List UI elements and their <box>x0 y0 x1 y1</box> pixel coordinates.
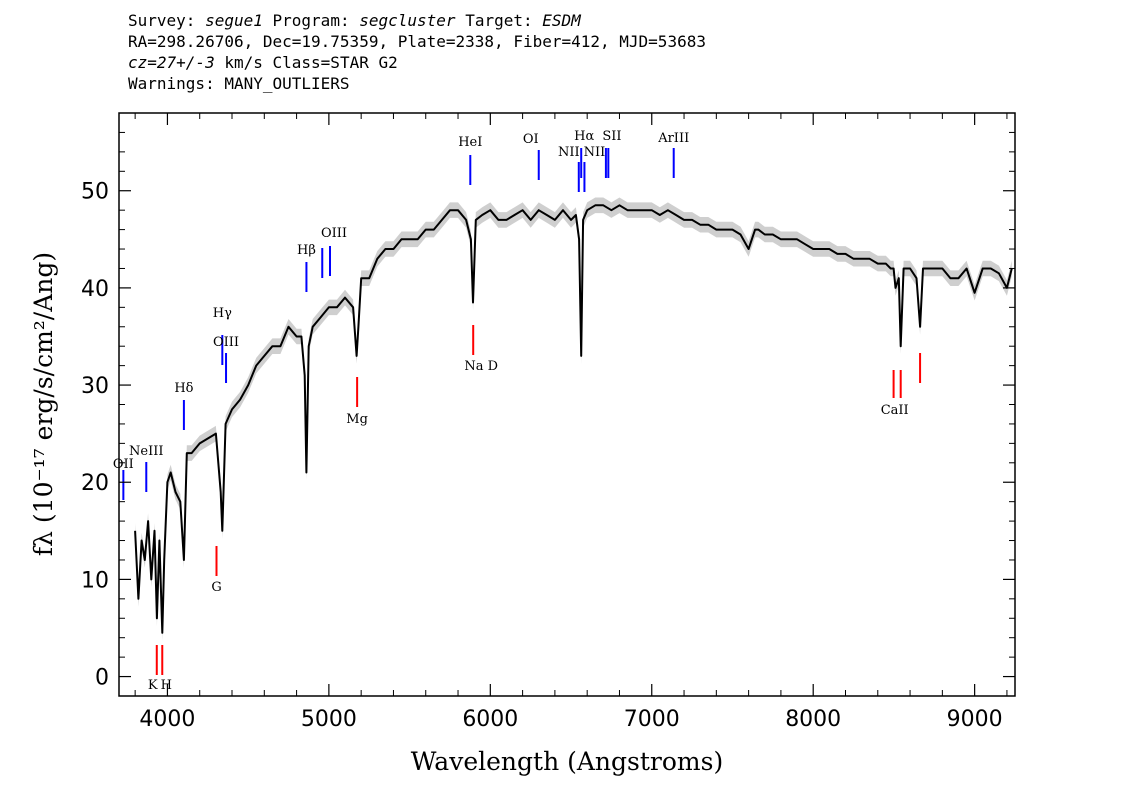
survey-value: segue1 <box>205 11 263 30</box>
axis-ticks: 4000 5000 6000 7000 8000 9000 0 10 20 30 40 50 <box>81 113 1015 732</box>
line-label-mg: Mg <box>346 412 368 427</box>
line-label-h: Hδ <box>174 381 193 396</box>
header-line-coords: RA=298.26706, Dec=19.75359, Plate=2338, … <box>128 32 706 51</box>
line-label-oii: OII <box>113 457 134 472</box>
y-tick-label: 20 <box>81 471 109 496</box>
line-label-nad: Na D <box>464 359 498 374</box>
line-label-k: K <box>148 678 158 693</box>
line-label-h: Hα <box>574 129 594 144</box>
x-tick-label: 4000 <box>139 707 195 732</box>
header-line-survey: Survey: segue1 Program: segcluster Targe… <box>128 10 706 31</box>
survey-label: Survey: <box>128 11 196 30</box>
line-label-nii: NII <box>584 145 606 160</box>
line-label-neiii: NeIII <box>129 444 163 459</box>
line-label-nii: NII <box>558 145 580 160</box>
line-label-ariii: ArIII <box>657 131 689 146</box>
y-tick-label: 10 <box>81 568 109 593</box>
y-tick-label: 0 <box>95 666 109 691</box>
line-label-oiii: OIII <box>213 335 239 350</box>
spectrum-layer <box>134 204 1013 634</box>
y-axis-title: fλ (10⁻¹⁷ erg/s/cm²/Ang) <box>29 252 58 556</box>
line-label-h: Hγ <box>213 306 232 321</box>
x-tick-label: 5000 <box>301 707 357 732</box>
x-tick-label: 6000 <box>462 707 518 732</box>
x-tick-label: 8000 <box>785 707 841 732</box>
plot-header: Survey: segue1 Program: segcluster Targe… <box>128 10 706 94</box>
line-label-h: H <box>161 678 172 693</box>
line-label-sii: SII <box>602 129 621 144</box>
header-line-class: cz=27+/-3 km/s Class=STAR G2 <box>128 52 706 73</box>
line-label-oiii: OIII <box>321 226 347 241</box>
class-value: km/s Class=STAR G2 <box>224 53 398 72</box>
spectrum-line <box>134 204 1013 634</box>
target-value: ESDM <box>542 11 581 30</box>
y-tick-label: 50 <box>81 180 109 205</box>
line-label-caii: CaII <box>881 403 909 418</box>
program-label: Program: <box>272 11 350 30</box>
y-tick-label: 40 <box>81 277 109 302</box>
line-label-h: Hβ <box>297 243 316 258</box>
line-label-g: G <box>211 580 221 595</box>
header-line-warnings: Warnings: MANY_OUTLIERS <box>128 74 350 93</box>
cz-value: cz=27+/-3 <box>128 53 215 72</box>
y-tick-label: 30 <box>81 374 109 399</box>
target-label: Target: <box>465 11 533 30</box>
x-axis-title: Wavelength (Angstroms) <box>411 747 723 776</box>
x-tick-label: 7000 <box>624 707 680 732</box>
x-tick-label: 9000 <box>947 707 1003 732</box>
line-label-oi: OI <box>523 132 539 147</box>
line-label-hei: HeI <box>458 135 482 150</box>
program-value: segcluster <box>359 11 456 30</box>
